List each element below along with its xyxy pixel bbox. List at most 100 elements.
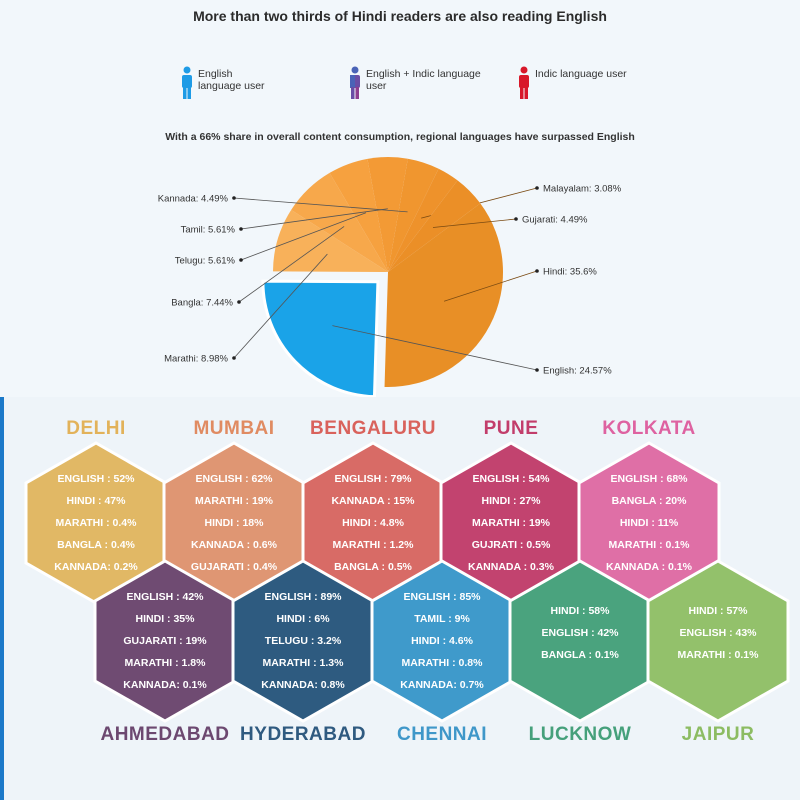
stat-line: ENGLISH : 62% xyxy=(195,473,273,485)
city-stats: ENGLISH : 68% BANGLA : 20% HINDI : 11% MARA… xyxy=(579,468,719,578)
city-name: DELHI xyxy=(66,418,126,439)
city-name: BENGALURU xyxy=(310,418,436,439)
city-stats: ENGLISH : 89% HINDI : 6% TELUGU : 3.2% MARA… xyxy=(233,586,373,696)
pie-slice-hindi xyxy=(384,203,503,388)
stat-line: GUJARATI : 0.4% xyxy=(190,561,278,573)
leader-line xyxy=(238,226,345,303)
person-icon xyxy=(350,66,360,99)
city-stats: ENGLISH : 62% MARATHI : 19% HINDI : 18% KAN… xyxy=(164,468,304,578)
slice-label: Gujarati: 4.49% xyxy=(522,215,588,226)
leader-line xyxy=(332,325,538,371)
stat-line: ENGLISH : 68% xyxy=(610,473,688,485)
city-name: PUNE xyxy=(483,418,539,439)
edge-strip xyxy=(0,397,4,800)
city-stats: ENGLISH : 54% HINDI : 27% MARATHI : 19% GUJ… xyxy=(441,468,581,578)
legend-english: English language user xyxy=(180,66,278,100)
stat-line: ENGLISH : 79% xyxy=(334,473,412,485)
slice-label: Telugu: 5.61% xyxy=(175,256,236,267)
stat-line: KANNADA : 0.6% xyxy=(191,539,277,551)
leader-dot xyxy=(239,227,243,231)
leader-dot xyxy=(535,269,539,273)
leader-line xyxy=(233,197,408,213)
person-icon xyxy=(182,66,192,99)
stat-line: MARATHI : 1.2% xyxy=(332,539,414,551)
stat-line: MARATHI : 1.8% xyxy=(124,657,206,669)
city-name: CHENNAI xyxy=(396,724,488,745)
stat-line: KANNADA: 0.8% xyxy=(261,679,345,691)
city-stats: ENGLISH : 52% HINDI : 47% MARATHI : 0.4% BA… xyxy=(26,468,166,578)
stat-line: HINDI : 27% xyxy=(481,495,541,507)
legend-label: Indic language user xyxy=(535,68,627,80)
chart-subtitle: With a 66% share in overall content cons… xyxy=(165,131,635,143)
stat-line: ENGLISH : 85% xyxy=(403,591,481,603)
city-name: AHMEDABAD xyxy=(100,724,230,745)
stat-line: TELUGU : 3.2% xyxy=(264,635,342,647)
slice-label: Marathi: 8.98% xyxy=(164,354,228,365)
city-stats: ENGLISH : 42% HINDI : 35% GUJARATI : 19% MA… xyxy=(95,586,235,696)
stat-line: GUJARATI : 19% xyxy=(123,635,207,647)
leader-line xyxy=(240,208,388,230)
stat-line: KANNADA : 0.3% xyxy=(468,561,554,573)
city-name: HYDERABAD xyxy=(240,724,366,745)
pie-slice-malayalam xyxy=(388,168,458,272)
stat-line: KANNADA: 0.7% xyxy=(400,679,484,691)
slice-label: English: 24.57% xyxy=(543,366,612,377)
stat-line: BANGLA : 0.1% xyxy=(541,649,619,661)
slice-label: Bangla: 7.44% xyxy=(171,298,233,309)
city-name: MUMBAI xyxy=(193,418,275,439)
stat-line: BANGLA : 0.4% xyxy=(57,539,135,551)
leader-line xyxy=(240,212,367,261)
stat-line: MARATHI : 0.4% xyxy=(55,517,137,529)
pie-slice-tamil xyxy=(367,157,408,272)
leader-dot xyxy=(535,186,539,190)
leader-line xyxy=(443,270,538,302)
stat-line: HINDI : 18% xyxy=(204,517,264,529)
leader-dot xyxy=(237,300,241,304)
stat-line: HINDI : 4.6% xyxy=(411,635,473,647)
stat-line: GUJRATI : 0.5% xyxy=(471,539,551,551)
stat-line: HINDI : 47% xyxy=(66,495,126,507)
stat-line: HINDI : 11% xyxy=(619,517,679,529)
city-name: JAIPUR xyxy=(681,724,755,745)
stat-line: ENGLISH : 52% xyxy=(57,473,135,485)
slice-label: Malayalam: 3.08% xyxy=(543,184,622,195)
stat-line: MARATHI : 19% xyxy=(472,517,550,529)
slice-label: Kannada: 4.49% xyxy=(158,194,229,205)
stat-line: HINDI : 6% xyxy=(276,613,330,625)
stat-line: ENGLISH : 42% xyxy=(126,591,204,603)
leader-line xyxy=(432,218,517,228)
stat-line: MARATHI : 0.1% xyxy=(677,649,759,661)
stat-line: MARATHI : 0.1% xyxy=(608,539,690,551)
stat-line: KANNADA: 0.1% xyxy=(123,679,207,691)
stat-line: KANNADA: 0.2% xyxy=(54,561,138,573)
stat-line: KANNADA : 0.1% xyxy=(606,561,692,573)
stat-line: HINDI : 58% xyxy=(550,605,610,617)
stat-line: HINDI : 4.8% xyxy=(342,517,404,529)
stat-line: ENGLISH : 54% xyxy=(472,473,550,485)
legend-indic: Indic language user xyxy=(517,66,655,100)
pie-slice-kannada xyxy=(388,158,439,272)
stat-line: ENGLISH : 89% xyxy=(264,591,342,603)
pie-slice-english xyxy=(261,279,380,397)
city-name: KOLKATA xyxy=(602,418,696,439)
stat-line: HINDI : 57% xyxy=(688,605,748,617)
stat-line: TAMIL : 9% xyxy=(414,613,470,625)
stat-line: MARATHI : 1.3% xyxy=(262,657,344,669)
leader-dot xyxy=(232,196,236,200)
stat-line: MARATHI : 0.8% xyxy=(401,657,483,669)
pie-chart: Hindi: 35.6% English: 24.57% Marathi: 8.98… xyxy=(158,157,622,397)
stat-line: ENGLISH : 43% xyxy=(679,627,757,639)
leader-dot xyxy=(232,356,236,360)
leader-dot xyxy=(535,368,539,372)
leader-dot xyxy=(239,258,243,262)
stat-line: KANNADA : 15% xyxy=(331,495,415,507)
slice-label: Hindi: 35.6% xyxy=(543,267,597,278)
person-icon xyxy=(519,66,529,99)
slice-label: Tamil: 5.61% xyxy=(181,225,236,236)
stat-line: BANGLA : 20% xyxy=(611,495,687,507)
city-stats: HINDI : 58% ENGLISH : 42% BANGLA : 0.1% xyxy=(510,600,650,666)
legend-english-indic: English + Indic language user xyxy=(348,66,496,100)
hexagon-jaipur xyxy=(646,559,790,723)
city-stats: HINDI : 57% ENGLISH : 43% MARATHI : 0.1% xyxy=(648,600,788,666)
